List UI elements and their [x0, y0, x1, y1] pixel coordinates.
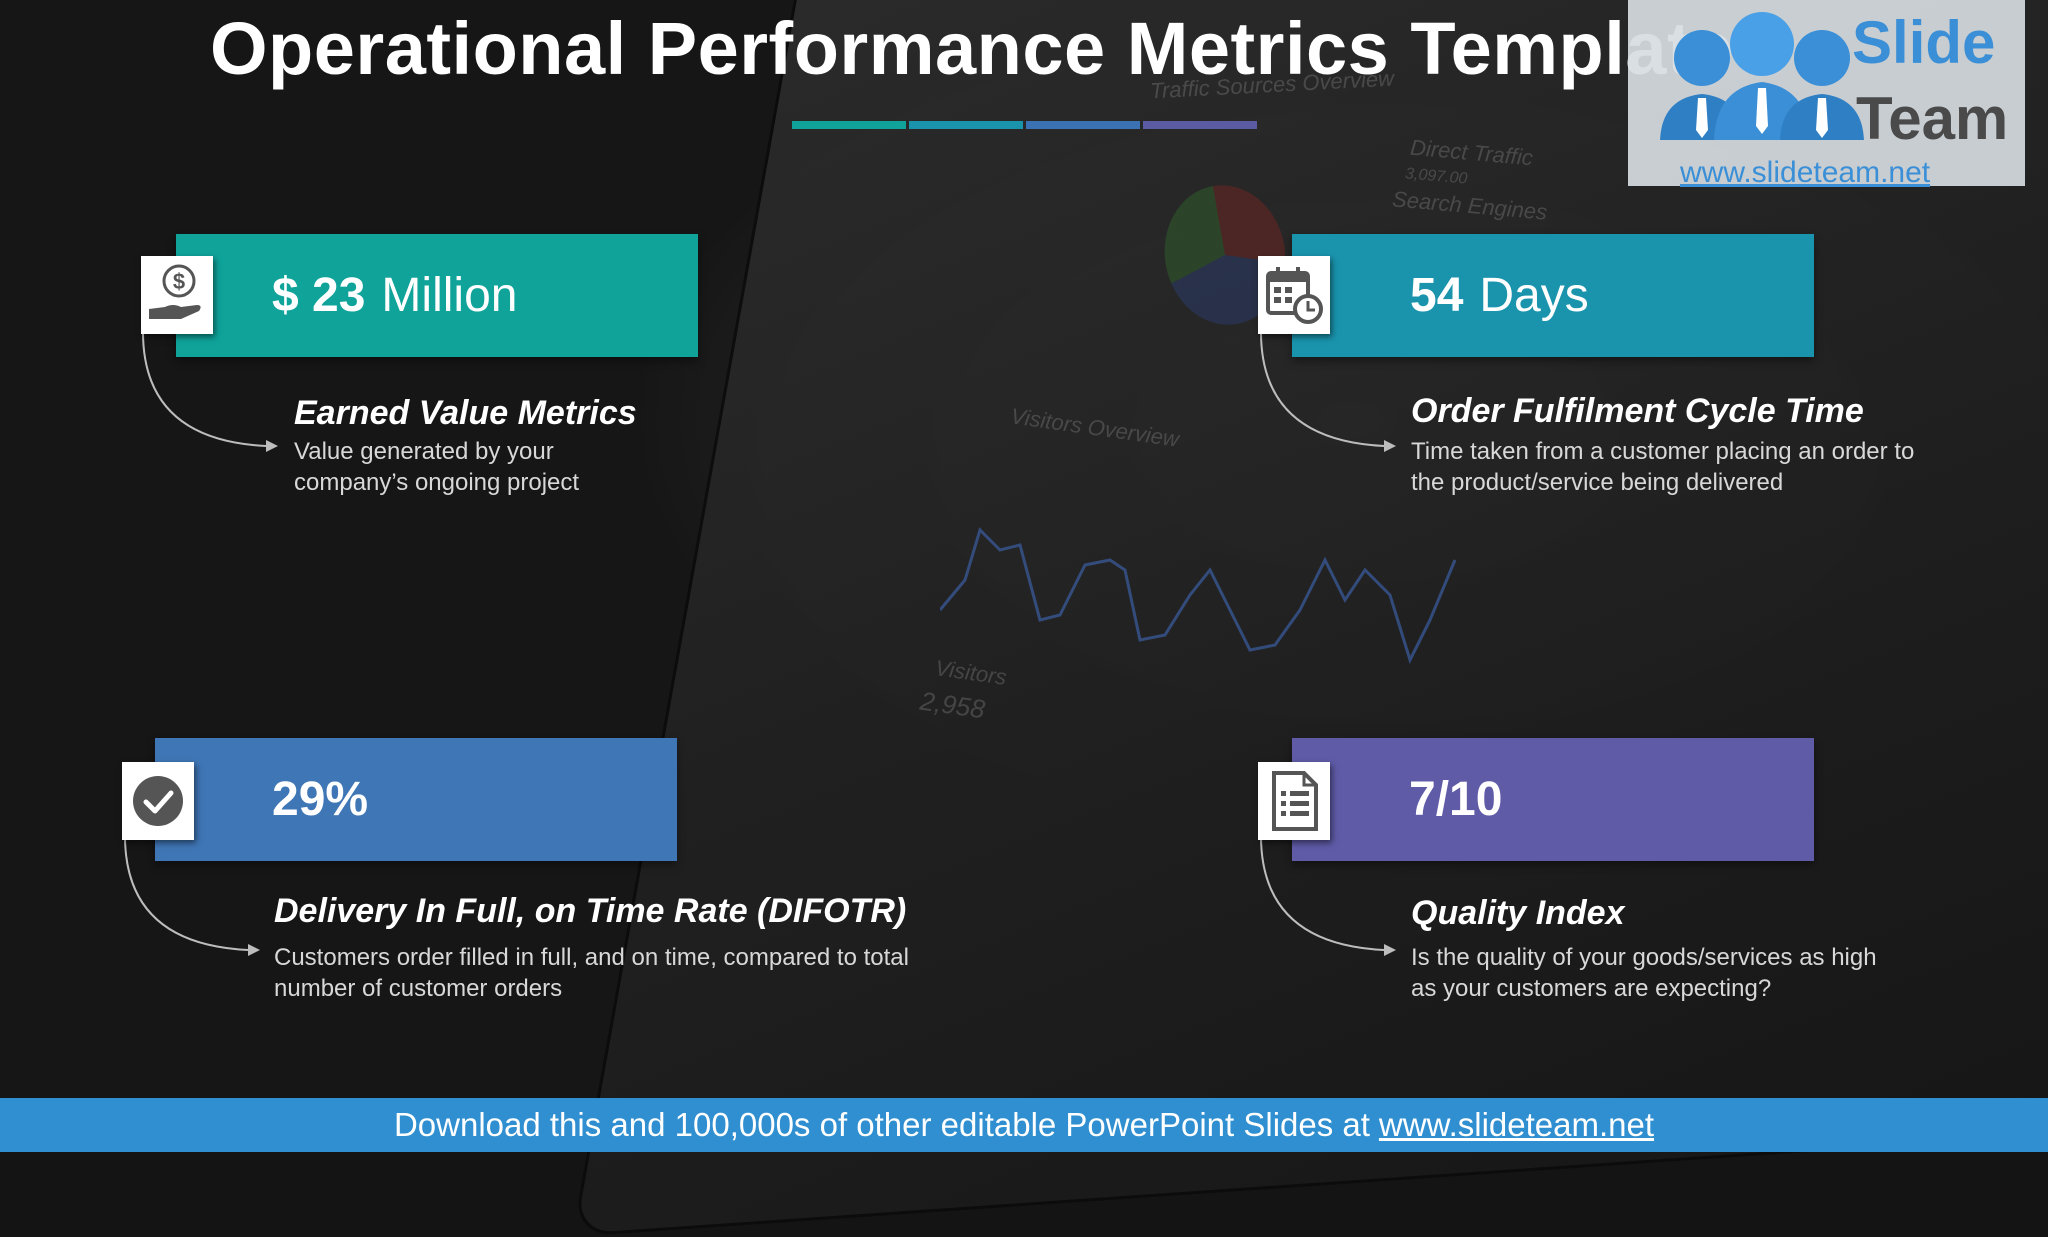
metric-value: 29%: [272, 773, 369, 826]
metric-icon-box: [1258, 762, 1330, 840]
footer-banner: Download this and 100,000s of other edit…: [0, 1098, 2048, 1152]
metric-title: Delivery In Full, on Time Rate (DIFOTR): [274, 892, 907, 930]
metric-banner-quality-index: 7/10: [1292, 738, 1814, 861]
connector-arrow: [123, 833, 260, 956]
metric-value: 54: [1410, 269, 1464, 322]
metric-icon-box: [122, 762, 194, 840]
connector-arrow: [141, 329, 278, 452]
title-underline-segment: [909, 121, 1023, 129]
logo-text-slide: Slide: [1852, 9, 1996, 76]
metric-title: Earned Value Metrics: [294, 394, 637, 432]
metric-description: Is the quality of your goods/services as…: [1411, 944, 1877, 1002]
metric-title: Order Fulfilment Cycle Time: [1411, 392, 1864, 430]
metric-banner-earned-value: $ 23 Million: [176, 234, 698, 357]
background-line-chart: [940, 527, 1457, 665]
page-title: Operational Performance Metrics Template: [210, 7, 1734, 90]
title-underline-segment: [792, 121, 906, 129]
metric-icon-box: [1258, 256, 1330, 334]
svg-text:$: $: [173, 269, 185, 294]
title-underline-segment: [1143, 121, 1257, 129]
metric-description: Time taken from a customer placing an or…: [1411, 438, 1915, 496]
people-logo-icon: [1660, 12, 1864, 140]
metric-unit: Million: [381, 269, 518, 322]
document-list-icon: [1272, 771, 1318, 831]
slideteam-logo: Slide Team www.slideteam.net: [1628, 0, 2025, 189]
calendar-clock-icon: [1266, 267, 1323, 324]
footer-text: Download this and 100,000s of other edit…: [393, 1106, 1370, 1143]
logo-text-team: Team: [1856, 85, 2009, 152]
metric-icon-box: $: [141, 256, 213, 334]
metric-description: Value generated by your company’s ongoin…: [294, 438, 580, 496]
metric-description: Customers order filled in full, and on t…: [274, 944, 909, 1002]
connector-arrow: [1259, 329, 1396, 452]
metric-value: $ 23: [272, 269, 366, 322]
metric-title: Quality Index: [1411, 894, 1625, 932]
metric-value: 7/10: [1409, 773, 1503, 826]
title-underline-segment: [1026, 121, 1140, 129]
connector-arrow: [1259, 833, 1396, 956]
logo-url-link[interactable]: www.slideteam.net: [1680, 156, 1931, 189]
footer-url-link[interactable]: www.slideteam.net: [1378, 1106, 1655, 1143]
metric-banner-difotr: 29%: [155, 738, 677, 861]
check-circle-icon: [133, 776, 183, 826]
metric-banner-cycle-time: 54 Days: [1292, 234, 1814, 357]
money-hand-icon: $: [149, 264, 201, 319]
metric-unit: Days: [1479, 269, 1589, 322]
